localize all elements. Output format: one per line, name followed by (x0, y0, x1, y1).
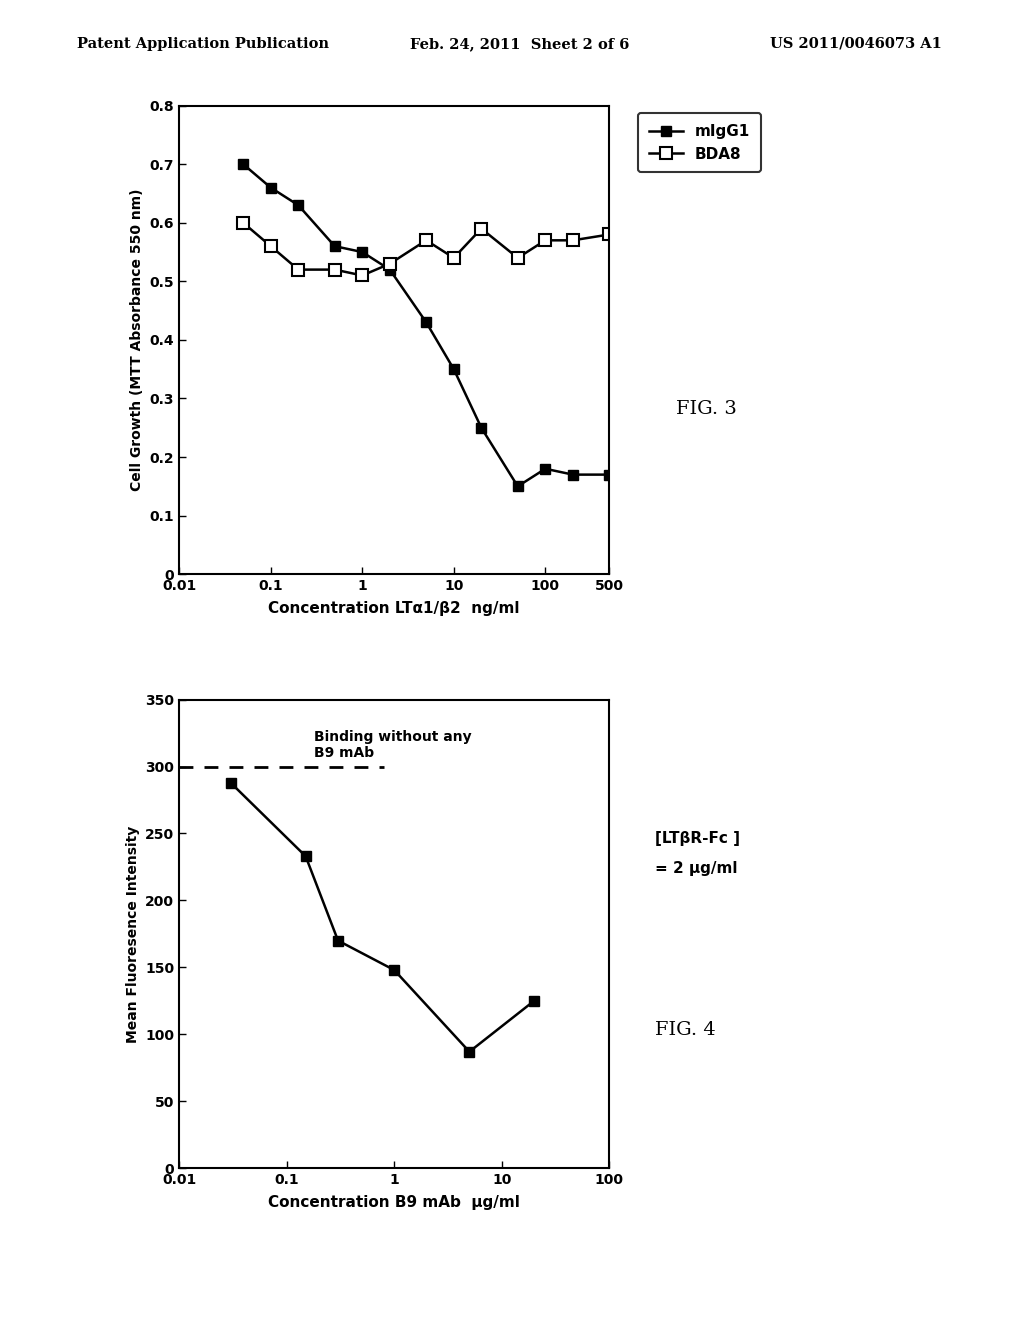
Y-axis label: Cell Growth (MTT Absorbance 550 nm): Cell Growth (MTT Absorbance 550 nm) (130, 189, 144, 491)
BDA8 (447, 249, 460, 265)
mIgG1 (420, 314, 432, 330)
mIgG1 (237, 156, 249, 172)
Y-axis label: Mean Fluoresence Intensity: Mean Fluoresence Intensity (126, 825, 139, 1043)
mIgG1 (447, 362, 460, 378)
Text: Feb. 24, 2011  Sheet 2 of 6: Feb. 24, 2011 Sheet 2 of 6 (410, 37, 629, 51)
mIgG1 (603, 467, 615, 483)
Line: mIgG1: mIgG1 (239, 160, 614, 491)
BDA8 (512, 249, 524, 265)
mIgG1 (329, 238, 341, 253)
BDA8 (292, 261, 304, 277)
mIgG1 (475, 420, 487, 436)
BDA8 (566, 232, 579, 248)
BDA8 (237, 215, 249, 231)
mIgG1 (292, 197, 304, 213)
BDA8 (603, 227, 615, 243)
Text: = 2 μg/ml: = 2 μg/ml (655, 861, 738, 876)
X-axis label: Concentration B9 mAb  μg/ml: Concentration B9 mAb μg/ml (268, 1196, 520, 1210)
BDA8 (540, 232, 552, 248)
mIgG1 (356, 244, 369, 260)
Text: US 2011/0046073 A1: US 2011/0046073 A1 (770, 37, 942, 51)
BDA8 (264, 238, 276, 253)
mIgG1 (512, 478, 524, 494)
mIgG1 (566, 467, 579, 483)
mIgG1 (540, 461, 552, 477)
BDA8 (420, 232, 432, 248)
Text: FIG. 4: FIG. 4 (655, 1020, 716, 1039)
BDA8 (329, 261, 341, 277)
Line: BDA8: BDA8 (238, 218, 614, 281)
Text: Binding without any
B9 mAb: Binding without any B9 mAb (314, 730, 472, 760)
BDA8 (384, 256, 396, 272)
mIgG1 (384, 261, 396, 277)
X-axis label: Concentration LTα1/β2  ng/ml: Concentration LTα1/β2 ng/ml (268, 602, 520, 616)
Legend: mIgG1, BDA8: mIgG1, BDA8 (638, 114, 761, 173)
mIgG1 (264, 180, 276, 195)
Text: Patent Application Publication: Patent Application Publication (77, 37, 329, 51)
BDA8 (356, 268, 369, 284)
Text: FIG. 3: FIG. 3 (676, 400, 736, 418)
Text: [LTβR-Fc ]: [LTβR-Fc ] (655, 830, 740, 846)
BDA8 (475, 220, 487, 236)
